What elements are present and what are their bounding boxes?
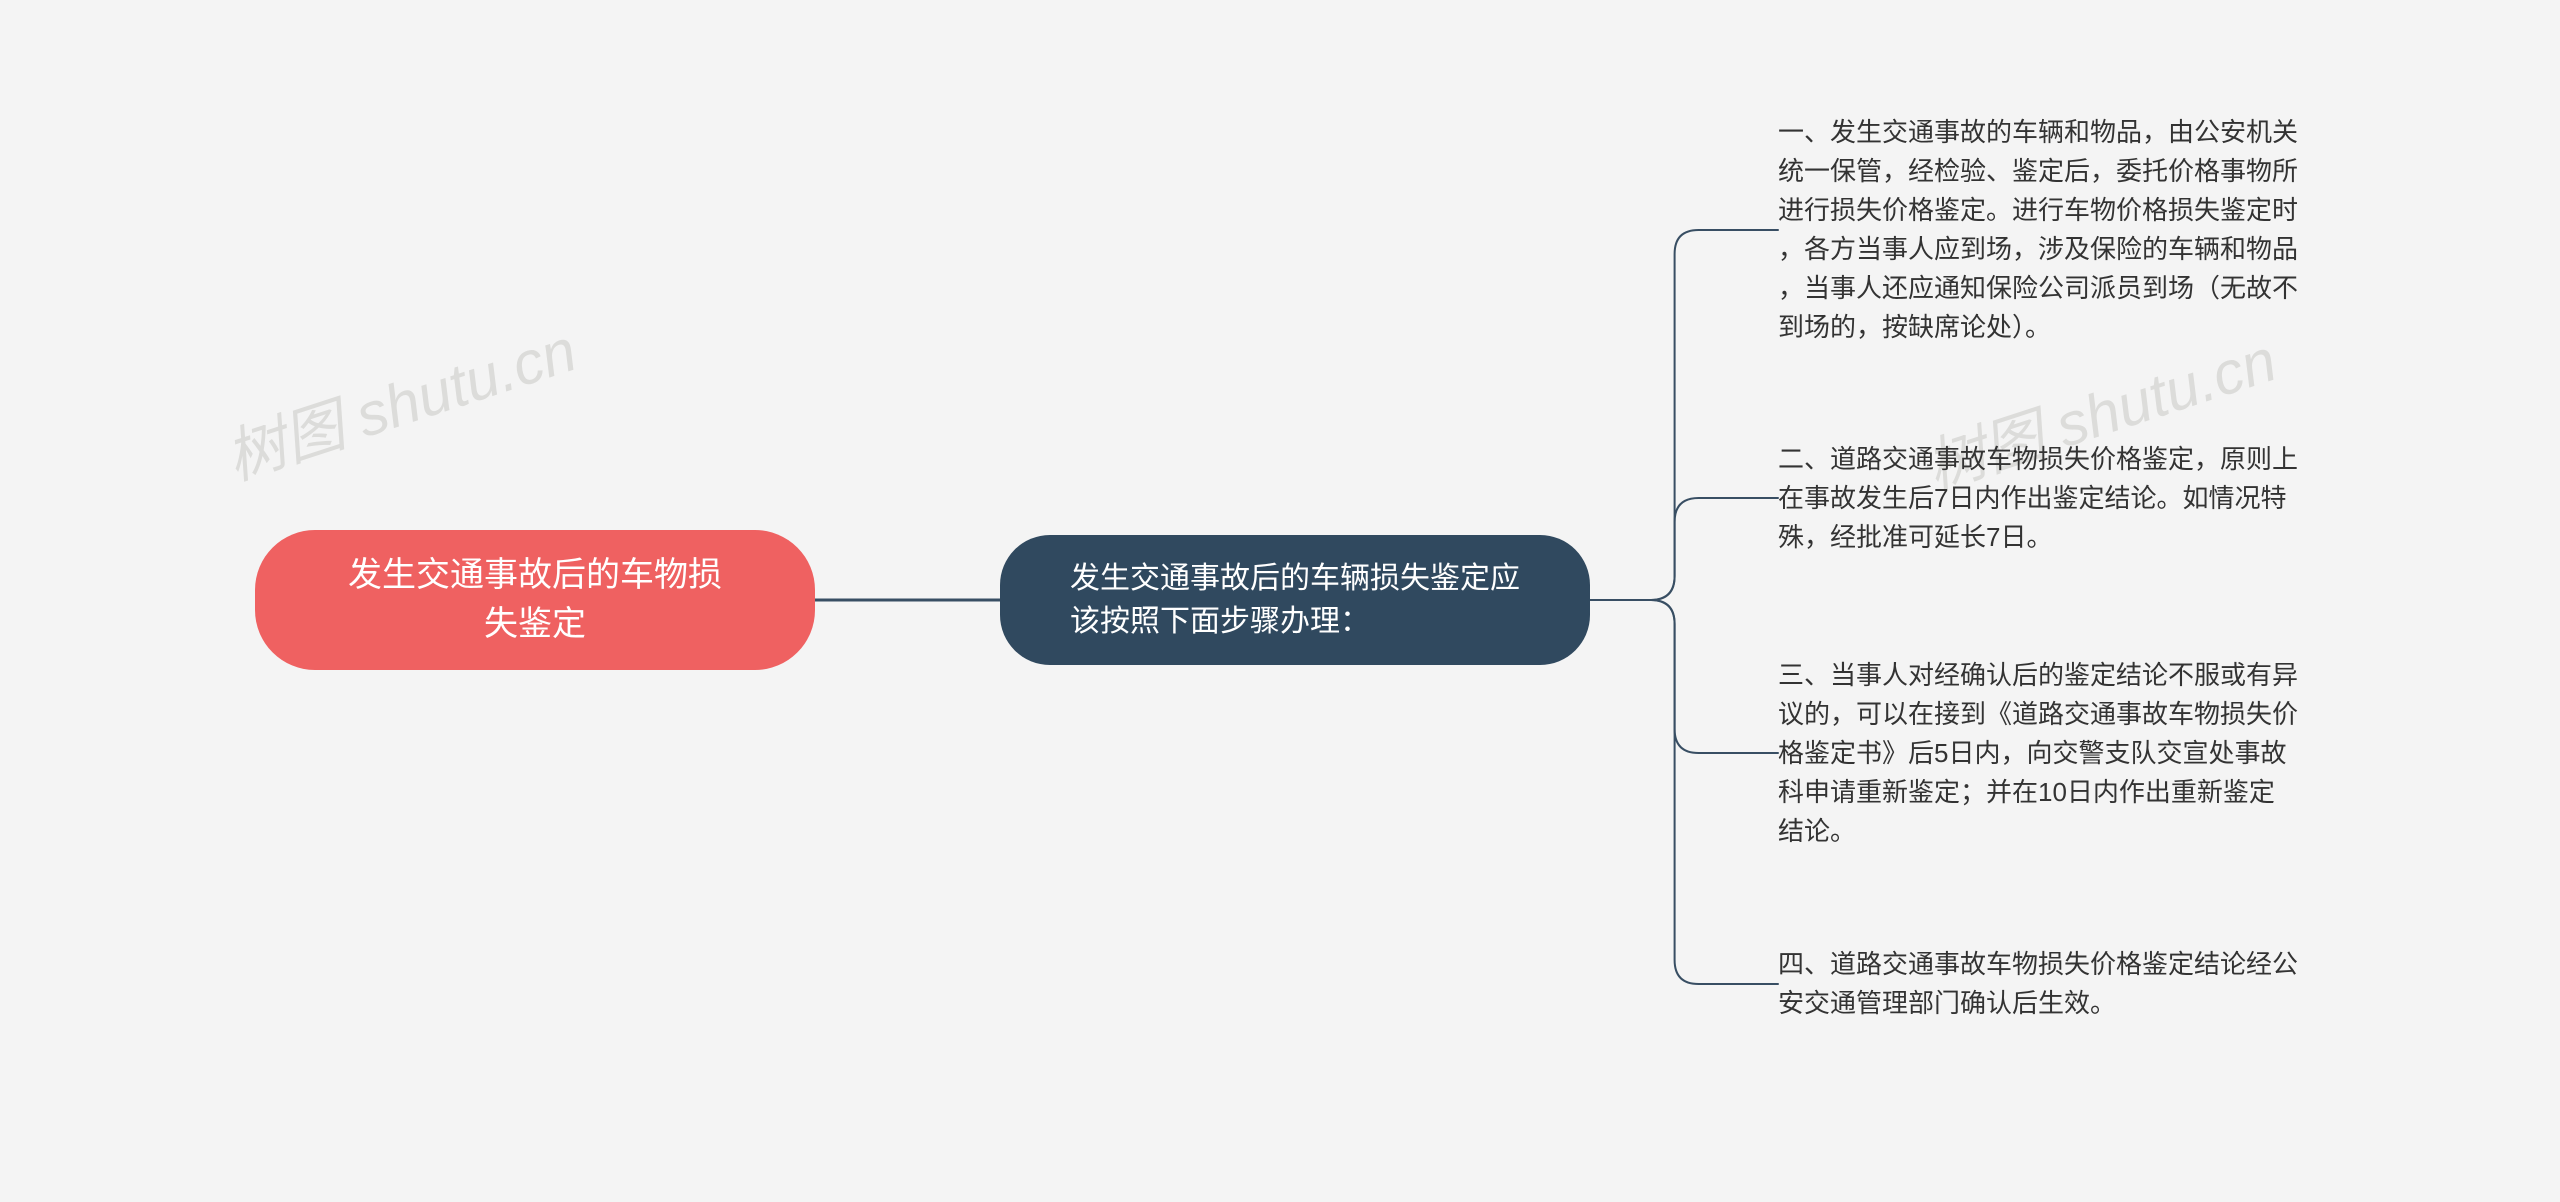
mindmap-leaf-3: 三、当事人对经确认后的鉴定结论不服或有异议的，可以在接到《道路交通事故车物损失价… [1778, 653, 2380, 853]
leaf-4-text: 四、道路交通事故车物损失价格鉴定结论经公安交通管理部门确认后生效。 [1778, 945, 2298, 1023]
leaf-1-text: 一、发生交通事故的车辆和物品，由公安机关统一保管，经检验、鉴定后，委托价格事物所… [1778, 113, 2298, 347]
leaf-3-text: 三、当事人对经确认后的鉴定结论不服或有异议的，可以在接到《道路交通事故车物损失价… [1778, 656, 2298, 851]
mindmap-root: 发生交通事故后的车物损失鉴定 [255, 530, 815, 670]
mindmap-leaf-2: 二、道路交通事故车物损失价格鉴定，原则上在事故发生后7日内作出鉴定结论。如情况特… [1778, 438, 2380, 558]
leaf-2-text: 二、道路交通事故车物损失价格鉴定，原则上在事故发生后7日内作出鉴定结论。如情况特… [1778, 440, 2298, 557]
mindmap-branch-steps: 发生交通事故后的车辆损失鉴定应该按照下面步骤办理： [1000, 535, 1590, 665]
root-text: 发生交通事故后的车物损失鉴定 [348, 551, 722, 650]
branch-text: 发生交通事故后的车辆损失鉴定应该按照下面步骤办理： [1070, 557, 1520, 644]
watermark-1: 树图 shutu.cn [213, 302, 586, 497]
mindmap-leaf-1: 一、发生交通事故的车辆和物品，由公安机关统一保管，经检验、鉴定后，委托价格事物所… [1778, 110, 2380, 350]
mindmap-leaf-4: 四、道路交通事故车物损失价格鉴定结论经公安交通管理部门确认后生效。 [1778, 944, 2380, 1024]
